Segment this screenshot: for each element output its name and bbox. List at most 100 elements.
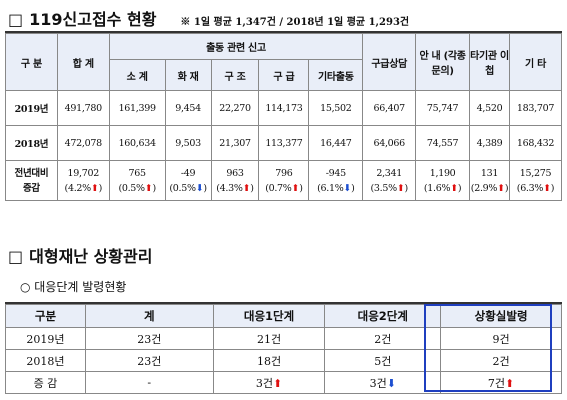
cell-stage1: 21건 (212, 327, 326, 350)
response-stage-table: 구분 계 대응1단계 대응2단계 상황실발령 2019년 23건 21건 2건 … (5, 304, 562, 394)
cell-stage2: 5건 (324, 349, 442, 372)
row-label: 2019년 (5, 90, 58, 126)
table-row-diff: 전년대비 증감 19,702 (4.2%⬆) 765 (0.5%⬆) -49 (0.5… (5, 160, 562, 201)
diff-percent: (6.3%⬆) (510, 181, 561, 196)
section1-note: ※ 1일 평균 1,347건 / 2018년 1일 평균 1,293건 (180, 17, 410, 28)
diff-percent-text: (2.9% (470, 182, 498, 194)
arrow-down-icon: ⬇ (343, 182, 352, 194)
diff-percent-text: (6.3% (516, 182, 544, 194)
header-stage2: 대응2단계 (324, 304, 442, 328)
cell-ems-consult: 64,066 (362, 125, 417, 161)
header-subtotal: 소 계 (108, 59, 166, 91)
diff-etc: 15,275 (6.3%⬆) (509, 160, 562, 201)
diff-value: 131 (480, 167, 499, 179)
diff-subtotal: 765 (0.5%⬆) (108, 160, 166, 201)
section1-heading: □ 119신고접수 현황 ※ 1일 평균 1,347건 / 2018년 1일 평… (8, 6, 409, 30)
diff-situation-room: 7건⬆ (440, 371, 562, 394)
diff-other-dispatch: -945 (6.1%⬇) (308, 160, 364, 201)
diff-percent: (0.7%⬆) (259, 181, 308, 196)
cell-subtotal: 160,634 (108, 125, 166, 161)
diff-percent: (6.1%⬇) (309, 181, 362, 196)
arrow-up-icon: ⬆ (505, 376, 515, 390)
close-paren: ) (299, 182, 303, 194)
diff-percent-text: (4.3% (216, 182, 243, 194)
diff-total: 19,702 (4.2%⬆) (56, 160, 110, 201)
diff-percent: (0.5%⬇) (166, 181, 211, 196)
diff-value: 15,275 (519, 167, 552, 179)
close-paren: ) (550, 182, 555, 194)
diff-percent-text: (0.7% (265, 182, 292, 194)
header-category: 구 분 (5, 33, 58, 91)
header-other-dispatch: 기타출동 (308, 59, 364, 91)
diff-ems-consult: 2,341 (3.5%⬆) (362, 160, 417, 201)
arrow-up-icon: ⬆ (396, 182, 405, 194)
diff-emergency: 796 (0.7%⬆) (258, 160, 310, 201)
section2-title: 대형재난 상황관리 (29, 247, 153, 266)
row-label: 2019년 (5, 327, 86, 350)
diff-percent: (3.5%⬆) (363, 181, 415, 196)
diff-percent-text: (0.5% (169, 182, 196, 194)
cell-fire: 9,454 (164, 90, 212, 126)
cell-emergency: 113,377 (258, 125, 310, 161)
header-ems-consult: 구급상담 (362, 33, 417, 91)
cell-transfer: 4,389 (469, 125, 511, 161)
header-stage1: 대응1단계 (212, 304, 326, 328)
diff-value: -49 (180, 167, 196, 179)
table-row: 2019년 23건 21건 2건 9건 (5, 327, 562, 350)
diff-value: 765 (128, 167, 147, 179)
table1-top-rule (5, 31, 562, 33)
table-row-diff: 증 감 - 3건⬆ 3건⬇ 7건⬆ (5, 371, 562, 394)
header-emergency: 구 급 (258, 59, 310, 91)
cell-total: 23건 (84, 327, 214, 350)
diff-stage2: 3건⬇ (324, 371, 442, 394)
close-paren: ) (250, 182, 254, 194)
cell-situation-room: 2건 (440, 349, 562, 372)
arrow-up-icon: ⬆ (497, 182, 505, 194)
diff-rescue: 963 (4.3%⬆) (210, 160, 260, 201)
diff-percent-text: (3.5% (370, 182, 397, 194)
cell-fire: 9,503 (164, 125, 212, 161)
diff-percent-text: (4.2% (64, 182, 92, 194)
header-total: 합 계 (56, 33, 110, 91)
diff-label-line1: 전년대비 (14, 167, 49, 179)
close-paren: ) (457, 182, 462, 194)
cell-total: 491,780 (56, 90, 110, 126)
table2-top-rule (5, 302, 562, 304)
row-label: 2018년 (5, 125, 58, 161)
cell-stage2: 2건 (324, 327, 442, 350)
diff-percent: (1.6%⬆) (416, 181, 469, 196)
cell-other-dispatch: 16,447 (308, 125, 364, 161)
arrow-up-icon: ⬆ (144, 182, 153, 194)
cell-other-dispatch: 15,502 (308, 90, 364, 126)
cell-total: 472,078 (56, 125, 110, 161)
table-row: 2019년 491,780 161,399 9,454 22,270 114,1… (5, 90, 562, 126)
cell-stage1: 18건 (212, 349, 326, 372)
diff-guidance: 1,190 (1.6%⬆) (415, 160, 471, 201)
diff-percent-text: (0.5% (118, 182, 145, 194)
section1-title: 119신고접수 현황 (29, 10, 157, 29)
close-paren: ) (203, 182, 207, 194)
diff-value: 963 (226, 167, 244, 179)
diff-value: 1,190 (429, 167, 456, 179)
report-table: 구 분 합 계 출동 관련 신고 구급상담 안 내 (각종문의) 타기관 이 첩… (5, 33, 562, 201)
cell-situation-room: 9건 (440, 327, 562, 350)
diff-total: - (84, 371, 214, 394)
row-label: 2018년 (5, 349, 86, 372)
diff-transfer: 131 (2.9%⬆) (469, 160, 511, 201)
cell-etc: 183,707 (509, 90, 562, 126)
header-situation-room: 상황실발령 (440, 304, 562, 328)
diff-label-line2: 증감 (22, 182, 40, 194)
arrow-up-icon: ⬆ (242, 182, 251, 194)
arrow-up-icon: ⬆ (543, 182, 551, 194)
cell-rescue: 22,270 (210, 90, 260, 126)
header-fire: 화 재 (164, 59, 212, 91)
arrow-down-icon: ⬇ (195, 182, 204, 194)
section2-subtitle: ○ 대응단계 발령현황 (20, 280, 127, 294)
diff-percent-text: (1.6% (423, 182, 451, 194)
cell-etc: 168,432 (509, 125, 562, 161)
header-total: 계 (84, 304, 214, 328)
arrow-up-icon: ⬆ (450, 182, 458, 194)
close-paren: ) (152, 182, 156, 194)
diff-value: -945 (325, 167, 346, 179)
cell-ems-consult: 66,407 (362, 90, 417, 126)
